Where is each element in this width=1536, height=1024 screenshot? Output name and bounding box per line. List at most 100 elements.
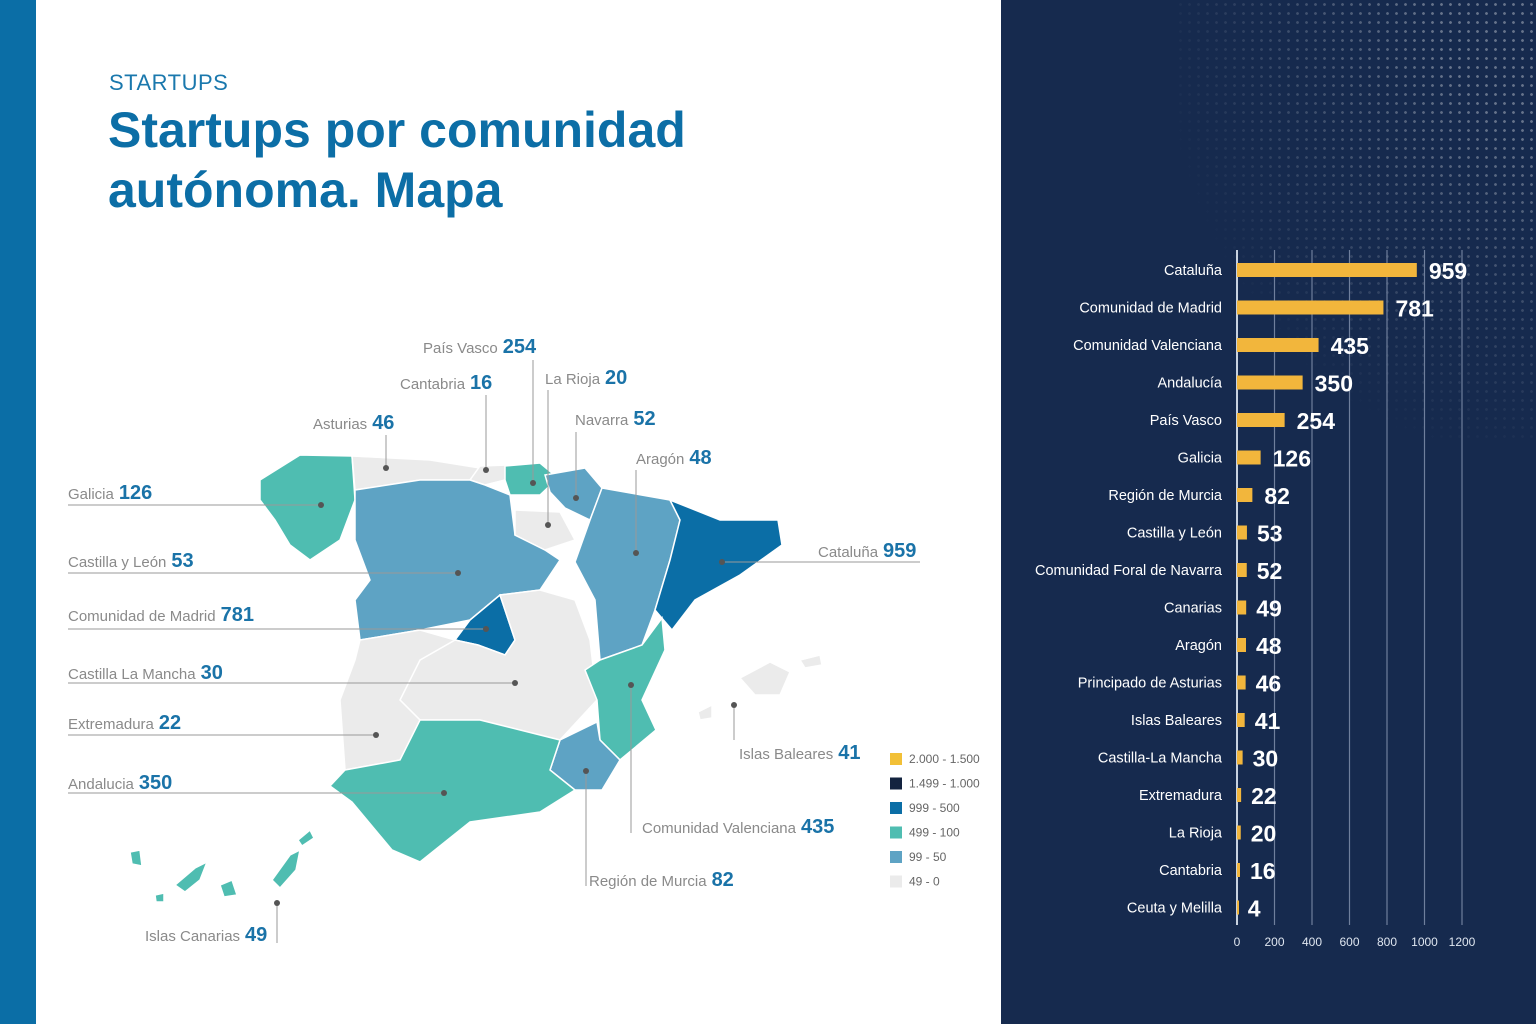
bar xyxy=(1237,900,1239,915)
legend-label: 49 - 0 xyxy=(909,875,940,889)
map-label: Islas Baleares 41 xyxy=(739,742,860,764)
category-label: Andalucía xyxy=(1158,376,1223,392)
x-tick-label: 400 xyxy=(1302,935,1322,949)
map-label-name: Región de Murcia xyxy=(589,873,707,890)
legend-swatch xyxy=(890,753,902,765)
category-label: Cataluña xyxy=(1164,263,1223,279)
region-cataluna[interactable] xyxy=(654,498,783,632)
region-marker xyxy=(573,495,579,501)
bar xyxy=(1237,788,1242,802)
region-canarias-4[interactable] xyxy=(271,848,302,890)
region-pais-vasco[interactable] xyxy=(504,462,560,496)
x-tick-label: 800 xyxy=(1377,935,1397,949)
map-label-value: 30 xyxy=(201,662,223,684)
legend-swatch xyxy=(890,777,902,790)
bar xyxy=(1237,600,1247,615)
region-galicia[interactable] xyxy=(259,454,356,561)
bar xyxy=(1237,638,1246,652)
map-label-value: 16 xyxy=(470,372,492,394)
map-label: Galicia 126 xyxy=(68,482,152,504)
region-andalucia[interactable] xyxy=(328,719,577,863)
map-label: Andalucia 350 xyxy=(68,772,172,794)
map-label: La Rioja 20 xyxy=(545,367,627,389)
data-label: 49 xyxy=(1256,596,1282,622)
legend-label: 499 - 100 xyxy=(909,826,960,840)
data-label: 20 xyxy=(1251,821,1277,847)
x-tick-label: 0 xyxy=(1234,935,1241,949)
region-valencia[interactable] xyxy=(584,615,666,762)
map-label: Región de Murcia 82 xyxy=(589,869,734,891)
region-baleares-3[interactable] xyxy=(697,703,713,721)
region-marker xyxy=(731,702,737,708)
map-label-value: 82 xyxy=(712,869,734,891)
data-label: 126 xyxy=(1273,446,1311,472)
map-label-name: Islas Baleares xyxy=(739,746,833,763)
map-label-name: Cantabria xyxy=(400,376,466,393)
chart-panel xyxy=(1001,0,1536,1024)
legend-label: 2.000 - 1.500 xyxy=(909,752,980,766)
region-canarias-3[interactable] xyxy=(219,878,238,898)
map-label-value: 41 xyxy=(838,742,860,764)
bar xyxy=(1237,825,1241,840)
category-label: Castilla-La Mancha xyxy=(1098,751,1223,767)
map-label: Cantabria 16 xyxy=(400,372,492,394)
category-label: La Rioja xyxy=(1169,826,1223,842)
map-label-value: 20 xyxy=(605,367,627,389)
x-tick-label: 1200 xyxy=(1449,935,1476,949)
data-label: 52 xyxy=(1257,558,1283,584)
map-label-name: Islas Canarias xyxy=(145,928,240,945)
region-marker xyxy=(441,790,447,796)
legend-label: 1.499 - 1.000 xyxy=(909,777,980,791)
map-label-name: Castilla La Mancha xyxy=(68,666,196,683)
data-label: 46 xyxy=(1256,671,1282,697)
map-label: Asturias 46 xyxy=(313,412,394,434)
region-canarias-2[interactable] xyxy=(173,860,209,893)
region-marker xyxy=(530,480,536,486)
data-label: 22 xyxy=(1251,783,1277,809)
map-label: Comunidad Valenciana 435 xyxy=(642,816,834,838)
map-label-value: 959 xyxy=(883,540,916,562)
category-label: Comunidad de Madrid xyxy=(1079,301,1222,317)
category-label: Comunidad Foral de Navarra xyxy=(1035,563,1223,579)
map-label-name: Galicia xyxy=(68,486,115,503)
category-label: Comunidad Valenciana xyxy=(1073,338,1223,354)
data-label: 4 xyxy=(1248,896,1261,922)
bar xyxy=(1237,863,1240,877)
bar xyxy=(1237,675,1246,690)
bar xyxy=(1237,338,1319,352)
data-label: 41 xyxy=(1255,708,1281,734)
region-baleares-1[interactable] xyxy=(738,661,791,696)
region-baleares-2[interactable] xyxy=(798,654,823,669)
map-label: Comunidad de Madrid 781 xyxy=(68,604,254,626)
map-label-value: 53 xyxy=(171,550,193,572)
map-label-value: 350 xyxy=(139,772,172,794)
bar xyxy=(1237,750,1243,765)
category-label: País Vasco xyxy=(1150,413,1222,429)
region-marker xyxy=(583,768,589,774)
spain-map: País Vasco 254 Cantabria 16 La Rioja 20 Asturi… xyxy=(68,336,980,946)
bar xyxy=(1237,563,1247,577)
map-label: Castilla La Mancha 30 xyxy=(68,662,223,684)
map-label-name: Comunidad de Madrid xyxy=(68,608,216,625)
bar xyxy=(1237,525,1247,540)
map-label-value: 435 xyxy=(801,816,834,838)
x-tick-label: 200 xyxy=(1264,935,1284,949)
data-label: 16 xyxy=(1250,858,1276,884)
region-canarias-1[interactable] xyxy=(129,849,143,867)
region-canarias-6[interactable] xyxy=(154,892,165,903)
map-label: Extremadura 22 xyxy=(68,712,181,734)
legend-swatch xyxy=(890,826,902,839)
region-la-rioja[interactable] xyxy=(514,509,577,551)
category-label: Principado de Asturias xyxy=(1078,676,1222,692)
legend-swatch xyxy=(890,802,902,814)
map-label-name: Extremadura xyxy=(68,716,155,733)
data-label: 435 xyxy=(1331,333,1370,359)
region-cantabria[interactable] xyxy=(468,464,509,486)
region-canarias-5[interactable] xyxy=(297,828,315,848)
page-title: Startups por comunidad autónoma. Mapa xyxy=(108,102,686,218)
region-marker xyxy=(383,465,389,471)
bar xyxy=(1237,375,1303,390)
map-label-value: 126 xyxy=(119,482,152,504)
map-label-name: País Vasco xyxy=(423,340,498,357)
